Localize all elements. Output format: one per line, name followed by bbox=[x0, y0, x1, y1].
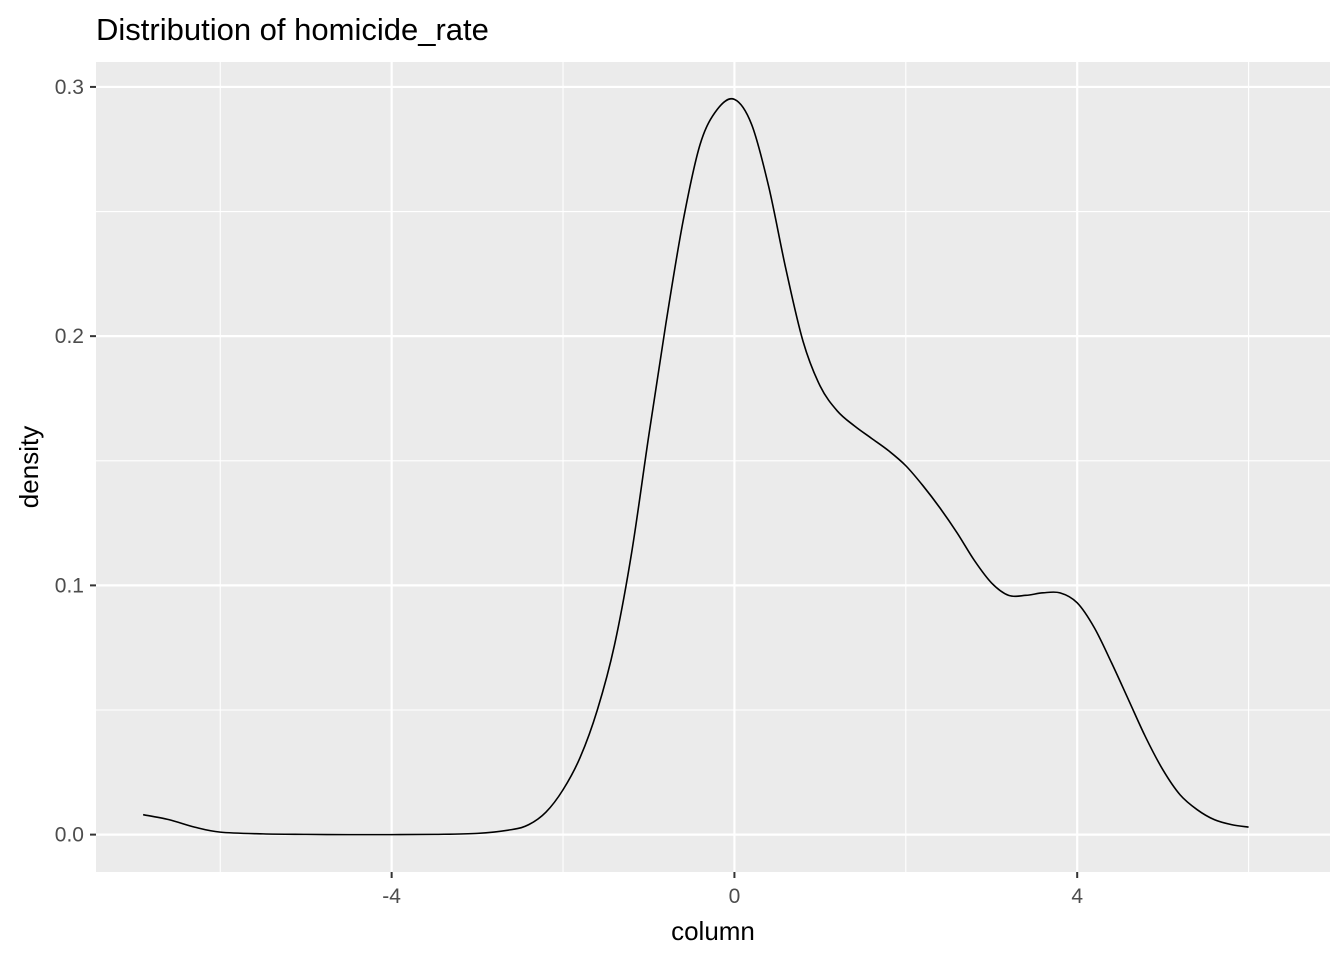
tick-labels: -4 0 4 0.0 0.1 0.2 0.3 bbox=[55, 76, 1084, 908]
y-tick-label: 0.1 bbox=[55, 574, 84, 597]
density-line bbox=[142, 97, 1249, 836]
x-tick-label: 4 bbox=[1071, 885, 1083, 908]
x-tick-label: -4 bbox=[382, 885, 401, 908]
chart-title: Distribution of homicide_rate bbox=[96, 12, 489, 47]
x-tick-label: 0 bbox=[729, 885, 741, 908]
plot-panel bbox=[96, 62, 1330, 872]
y-tick-label: 0.0 bbox=[55, 824, 84, 847]
y-axis-title: density bbox=[14, 426, 44, 508]
axis-ticks bbox=[90, 85, 1079, 878]
minor-gridlines bbox=[96, 62, 1330, 872]
x-axis-title: column bbox=[671, 916, 755, 946]
y-tick-label: 0.2 bbox=[55, 325, 84, 348]
y-tick-label: 0.3 bbox=[55, 76, 84, 99]
